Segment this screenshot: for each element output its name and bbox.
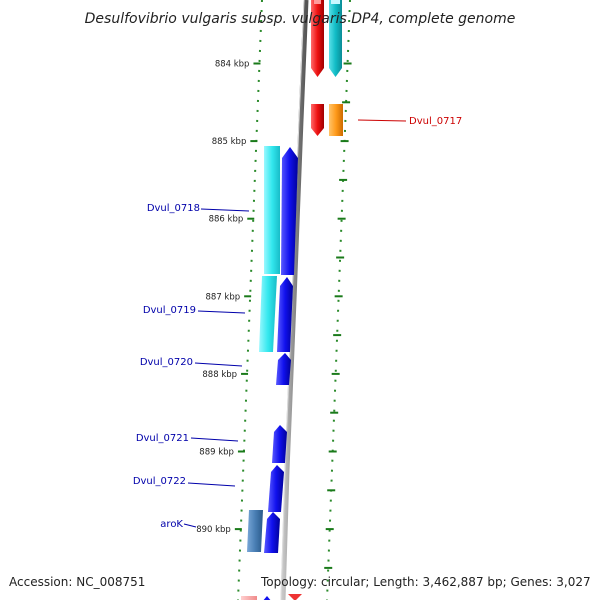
reverse-gene-top[interactable] — [311, 0, 324, 77]
gene-label-arok[interactable]: aroK — [160, 519, 183, 530]
leader-dvul-0721 — [190, 437, 239, 442]
tick-label-887: 887 kbp — [206, 292, 241, 302]
leader-arok — [183, 523, 197, 528]
operon-dvul-0717[interactable] — [329, 104, 343, 136]
reverse-cds-top-cap — [331, 0, 340, 4]
gene-dvul-0717-arrow[interactable] — [311, 104, 324, 136]
tick-label-888: 888 kbp — [202, 370, 237, 380]
leader-dvul-0720 — [194, 362, 243, 367]
gene-dvul-0722-arrow[interactable] — [268, 465, 284, 512]
partial-gene-bottom-blue — [263, 596, 271, 600]
tick-label-884: 884 kbp — [215, 60, 250, 70]
feature-arok-block[interactable] — [247, 510, 263, 552]
tick-label-889: 889 kbp — [199, 448, 234, 458]
genome-title: Desulfovibrio vulgaris subsp. vulgaris D… — [85, 11, 516, 27]
gene-dvul-0721-arrow[interactable] — [272, 425, 287, 463]
reverse-cds-top[interactable] — [329, 0, 342, 77]
tick-label-886: 886 kbp — [209, 215, 244, 225]
gene-arok-arrow[interactable] — [264, 512, 280, 553]
gene-label-dvul-0718[interactable]: Dvul_0718 — [147, 203, 200, 214]
gene-label-dvul-0720[interactable]: Dvul_0720 — [140, 357, 193, 368]
leader-dvul-0719 — [197, 310, 246, 314]
gene-label-dvul-0719[interactable]: Dvul_0719 — [143, 305, 196, 316]
accession-text: Accession: NC_008751 — [9, 575, 146, 589]
genome-stats-text: Topology: circular; Length: 3,462,887 bp… — [261, 575, 591, 589]
gene-dvul-0720-arrow[interactable] — [276, 353, 291, 385]
tick-label-885: 885 kbp — [212, 137, 247, 147]
gene-dvul-0719-arrow[interactable] — [277, 277, 293, 352]
tick-label-890: 890 kbp — [196, 525, 231, 535]
outer-ring-track — [326, 0, 351, 600]
chromosome-backbone — [280, 0, 309, 600]
gene-label-dvul-0717[interactable]: Dvul_0717 — [409, 116, 462, 127]
gene-label-dvul-0721[interactable]: Dvul_0721 — [136, 433, 189, 444]
gene-label-dvul-0722[interactable]: Dvul_0722 — [133, 476, 186, 487]
gene-dvul-0718-arrow[interactable] — [281, 147, 298, 275]
cds-dvul-0718[interactable] — [264, 146, 280, 274]
leader-dvul-0718 — [200, 208, 250, 212]
cds-dvul-0719[interactable] — [259, 276, 277, 352]
inner-ring-track — [237, 0, 263, 600]
partial-feature-bottom-left — [241, 596, 257, 600]
reverse-gene-top-cap — [314, 0, 321, 4]
partial-gene-bottom-red — [288, 594, 302, 600]
scale-ticks: 884 kbp 885 kbp 886 kbp 887 kbp 888 kbp 889 k… — [196, 60, 352, 569]
leader-dvul-0717 — [357, 119, 407, 122]
leader-dvul-0722 — [187, 482, 236, 487]
